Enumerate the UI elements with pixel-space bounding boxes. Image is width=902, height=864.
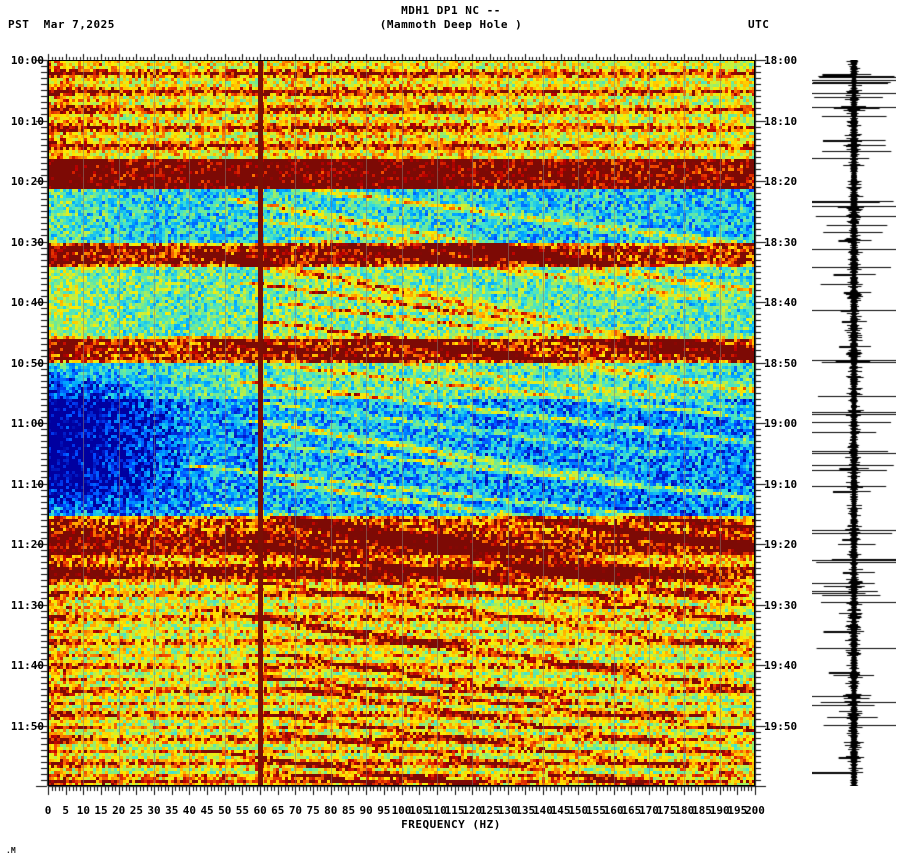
corner-artifact: .M [6,846,16,855]
x-tick-105: 105 [409,804,430,817]
x-tick-90: 90 [359,804,373,817]
y-tick-left-9: 11:30 [10,598,44,612]
y-tick-left-4: 10:40 [10,296,44,309]
y-tick-right-3: 18:30 [764,235,798,249]
y-tick-left-7: 11:10 [10,477,44,491]
x-tick-40: 40 [182,804,197,817]
x-tick-165: 165 [621,804,642,817]
y-tick-right-8: 19:20 [764,538,798,551]
x-tick-150: 150 [568,804,589,817]
x-tick-175: 175 [656,804,677,817]
x-tick-170: 170 [639,804,659,817]
y-tick-right-7: 19:10 [764,477,798,491]
x-tick-15: 15 [94,804,108,817]
x-tick-70: 70 [288,804,303,817]
x-tick-5: 5 [62,804,69,817]
y-tick-right-11: 19:50 [764,719,798,733]
x-tick-115: 115 [444,804,465,817]
y-tick-left-0: 10:00 [10,54,44,67]
y-tick-right-0: 18:00 [764,54,798,67]
y-tick-right-4: 18:40 [764,296,798,309]
x-tick-45: 45 [200,804,214,817]
spectrogram-plot[interactable] [48,60,755,786]
right-timezone-label: UTC [748,18,770,31]
y-tick-left-8: 11:20 [10,538,44,551]
y-tick-left-10: 11:40 [10,659,44,672]
y-tick-right-10: 19:40 [764,659,798,672]
y-tick-left-6: 11:00 [10,417,44,430]
x-tick-20: 20 [112,804,126,817]
y-tick-left-11: 11:50 [10,719,44,733]
x-tick-85: 85 [341,804,356,817]
x-tick-75: 75 [306,804,320,817]
y-tick-right-1: 18:10 [764,114,798,128]
x-tick-0: 0 [44,804,52,817]
x-tick-155: 155 [585,804,606,817]
page-title: MDH1 DP1 NC -- [401,4,501,17]
x-tick-200: 200 [745,804,765,817]
y-tick-right-2: 18:20 [764,175,798,188]
left-timezone-label: PST Mar 7,2025 [8,18,115,31]
x-tick-50: 50 [218,804,232,817]
x-tick-95: 95 [377,804,391,817]
y-tick-left-2: 10:20 [10,175,44,188]
x-axis-title: FREQUENCY (HZ) [401,818,501,831]
x-tick-55: 55 [235,804,250,817]
x-tick-110: 110 [426,804,447,817]
helicorder-trace [812,60,896,786]
x-tick-35: 35 [165,804,179,817]
y-tick-left-1: 10:10 [10,114,44,128]
x-tick-180: 180 [674,804,695,817]
x-tick-140: 140 [532,804,553,817]
x-tick-160: 160 [603,804,624,817]
x-tick-30: 30 [147,804,161,817]
x-tick-130: 130 [497,804,518,817]
x-tick-185: 185 [692,804,712,817]
x-tick-135: 135 [515,804,536,817]
y-tick-left-5: 10:50 [10,356,44,370]
x-tick-195: 195 [727,804,748,817]
x-tick-145: 145 [550,804,571,817]
y-tick-right-9: 19:30 [764,598,798,612]
x-tick-10: 10 [76,804,90,817]
y-tick-left-3: 10:30 [10,235,44,249]
x-tick-125: 125 [479,804,500,817]
y-tick-right-6: 19:00 [764,417,798,430]
x-tick-60: 60 [253,804,267,817]
x-tick-190: 190 [709,804,730,817]
y-tick-right-5: 18:50 [764,356,798,370]
x-tick-25: 25 [129,804,143,817]
x-tick-100: 100 [391,804,412,817]
x-tick-65: 65 [271,804,285,817]
x-tick-80: 80 [324,804,338,817]
x-tick-120: 120 [462,804,483,817]
